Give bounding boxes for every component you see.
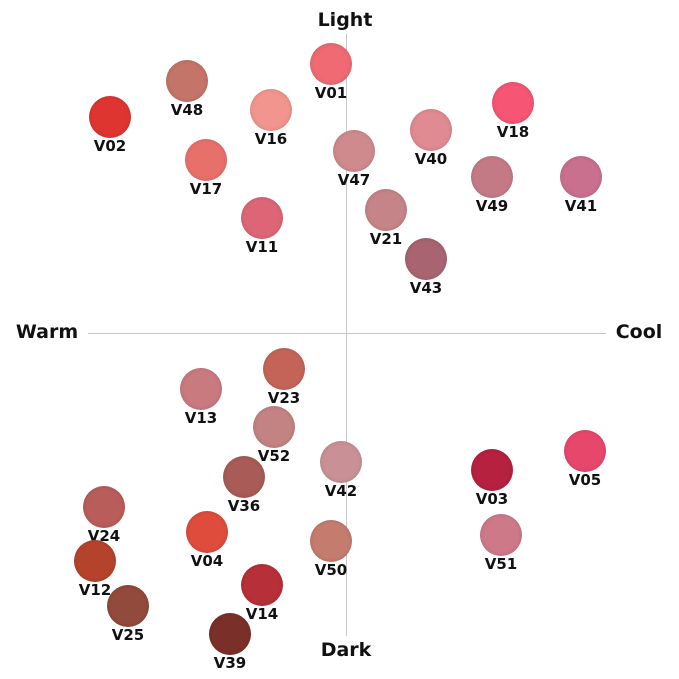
swatch-label: V49 <box>475 197 509 215</box>
swatch-label: V13 <box>184 409 218 427</box>
swatch-label: V14 <box>245 605 279 623</box>
swatch-label: V43 <box>409 279 443 297</box>
swatch-v41 <box>560 156 602 198</box>
swatch-v23 <box>263 348 305 390</box>
axis-label-cool: Cool <box>615 321 663 343</box>
swatch-v14 <box>241 564 283 606</box>
swatch-label: V47 <box>337 171 371 189</box>
axis-label-warm: Warm <box>15 321 79 343</box>
swatch-v49 <box>471 156 513 198</box>
swatch-v16 <box>250 89 292 131</box>
swatch-label: V03 <box>475 490 509 508</box>
swatch-v36 <box>223 456 265 498</box>
vertical-axis-line <box>346 34 347 636</box>
swatch-v12 <box>74 540 116 582</box>
swatch-label: V16 <box>254 130 288 148</box>
swatch-label: V39 <box>213 654 247 672</box>
swatch-label: V52 <box>257 447 291 465</box>
swatch-v13 <box>180 368 222 410</box>
swatch-label: V51 <box>484 555 518 573</box>
swatch-v01 <box>310 43 352 85</box>
swatch-label: V40 <box>414 150 448 168</box>
swatch-label: V42 <box>324 482 358 500</box>
swatch-label: V41 <box>564 197 598 215</box>
swatch-label: V05 <box>568 471 602 489</box>
axis-label-dark: Dark <box>320 639 372 661</box>
swatch-label: V02 <box>93 137 127 155</box>
swatch-v21 <box>365 189 407 231</box>
swatch-v52 <box>253 406 295 448</box>
swatch-v48 <box>166 60 208 102</box>
axis-label-light: Light <box>317 9 373 31</box>
swatch-v40 <box>410 109 452 151</box>
swatch-label: V36 <box>227 497 261 515</box>
swatch-v43 <box>405 238 447 280</box>
swatch-v25 <box>107 585 149 627</box>
swatch-label: V04 <box>190 552 224 570</box>
swatch-v03 <box>471 449 513 491</box>
swatch-v51 <box>480 514 522 556</box>
swatch-label: V21 <box>369 230 403 248</box>
swatch-label: V50 <box>314 561 348 579</box>
swatch-v50 <box>310 520 352 562</box>
swatch-label: V18 <box>496 123 530 141</box>
swatch-v39 <box>209 613 251 655</box>
horizontal-axis-line <box>88 333 606 334</box>
swatch-v24 <box>83 486 125 528</box>
swatch-v11 <box>241 197 283 239</box>
swatch-label: V01 <box>314 84 348 102</box>
swatch-label: V25 <box>111 626 145 644</box>
swatch-v42 <box>320 441 362 483</box>
swatch-label: V23 <box>267 389 301 407</box>
swatch-label: V12 <box>78 581 112 599</box>
swatch-v18 <box>492 82 534 124</box>
swatch-label: V48 <box>170 101 204 119</box>
swatch-label: V11 <box>245 238 279 256</box>
swatch-v05 <box>564 430 606 472</box>
swatch-v17 <box>185 139 227 181</box>
swatch-v02 <box>89 96 131 138</box>
swatch-v47 <box>333 130 375 172</box>
swatch-v04 <box>186 511 228 553</box>
swatch-label: V17 <box>189 180 223 198</box>
